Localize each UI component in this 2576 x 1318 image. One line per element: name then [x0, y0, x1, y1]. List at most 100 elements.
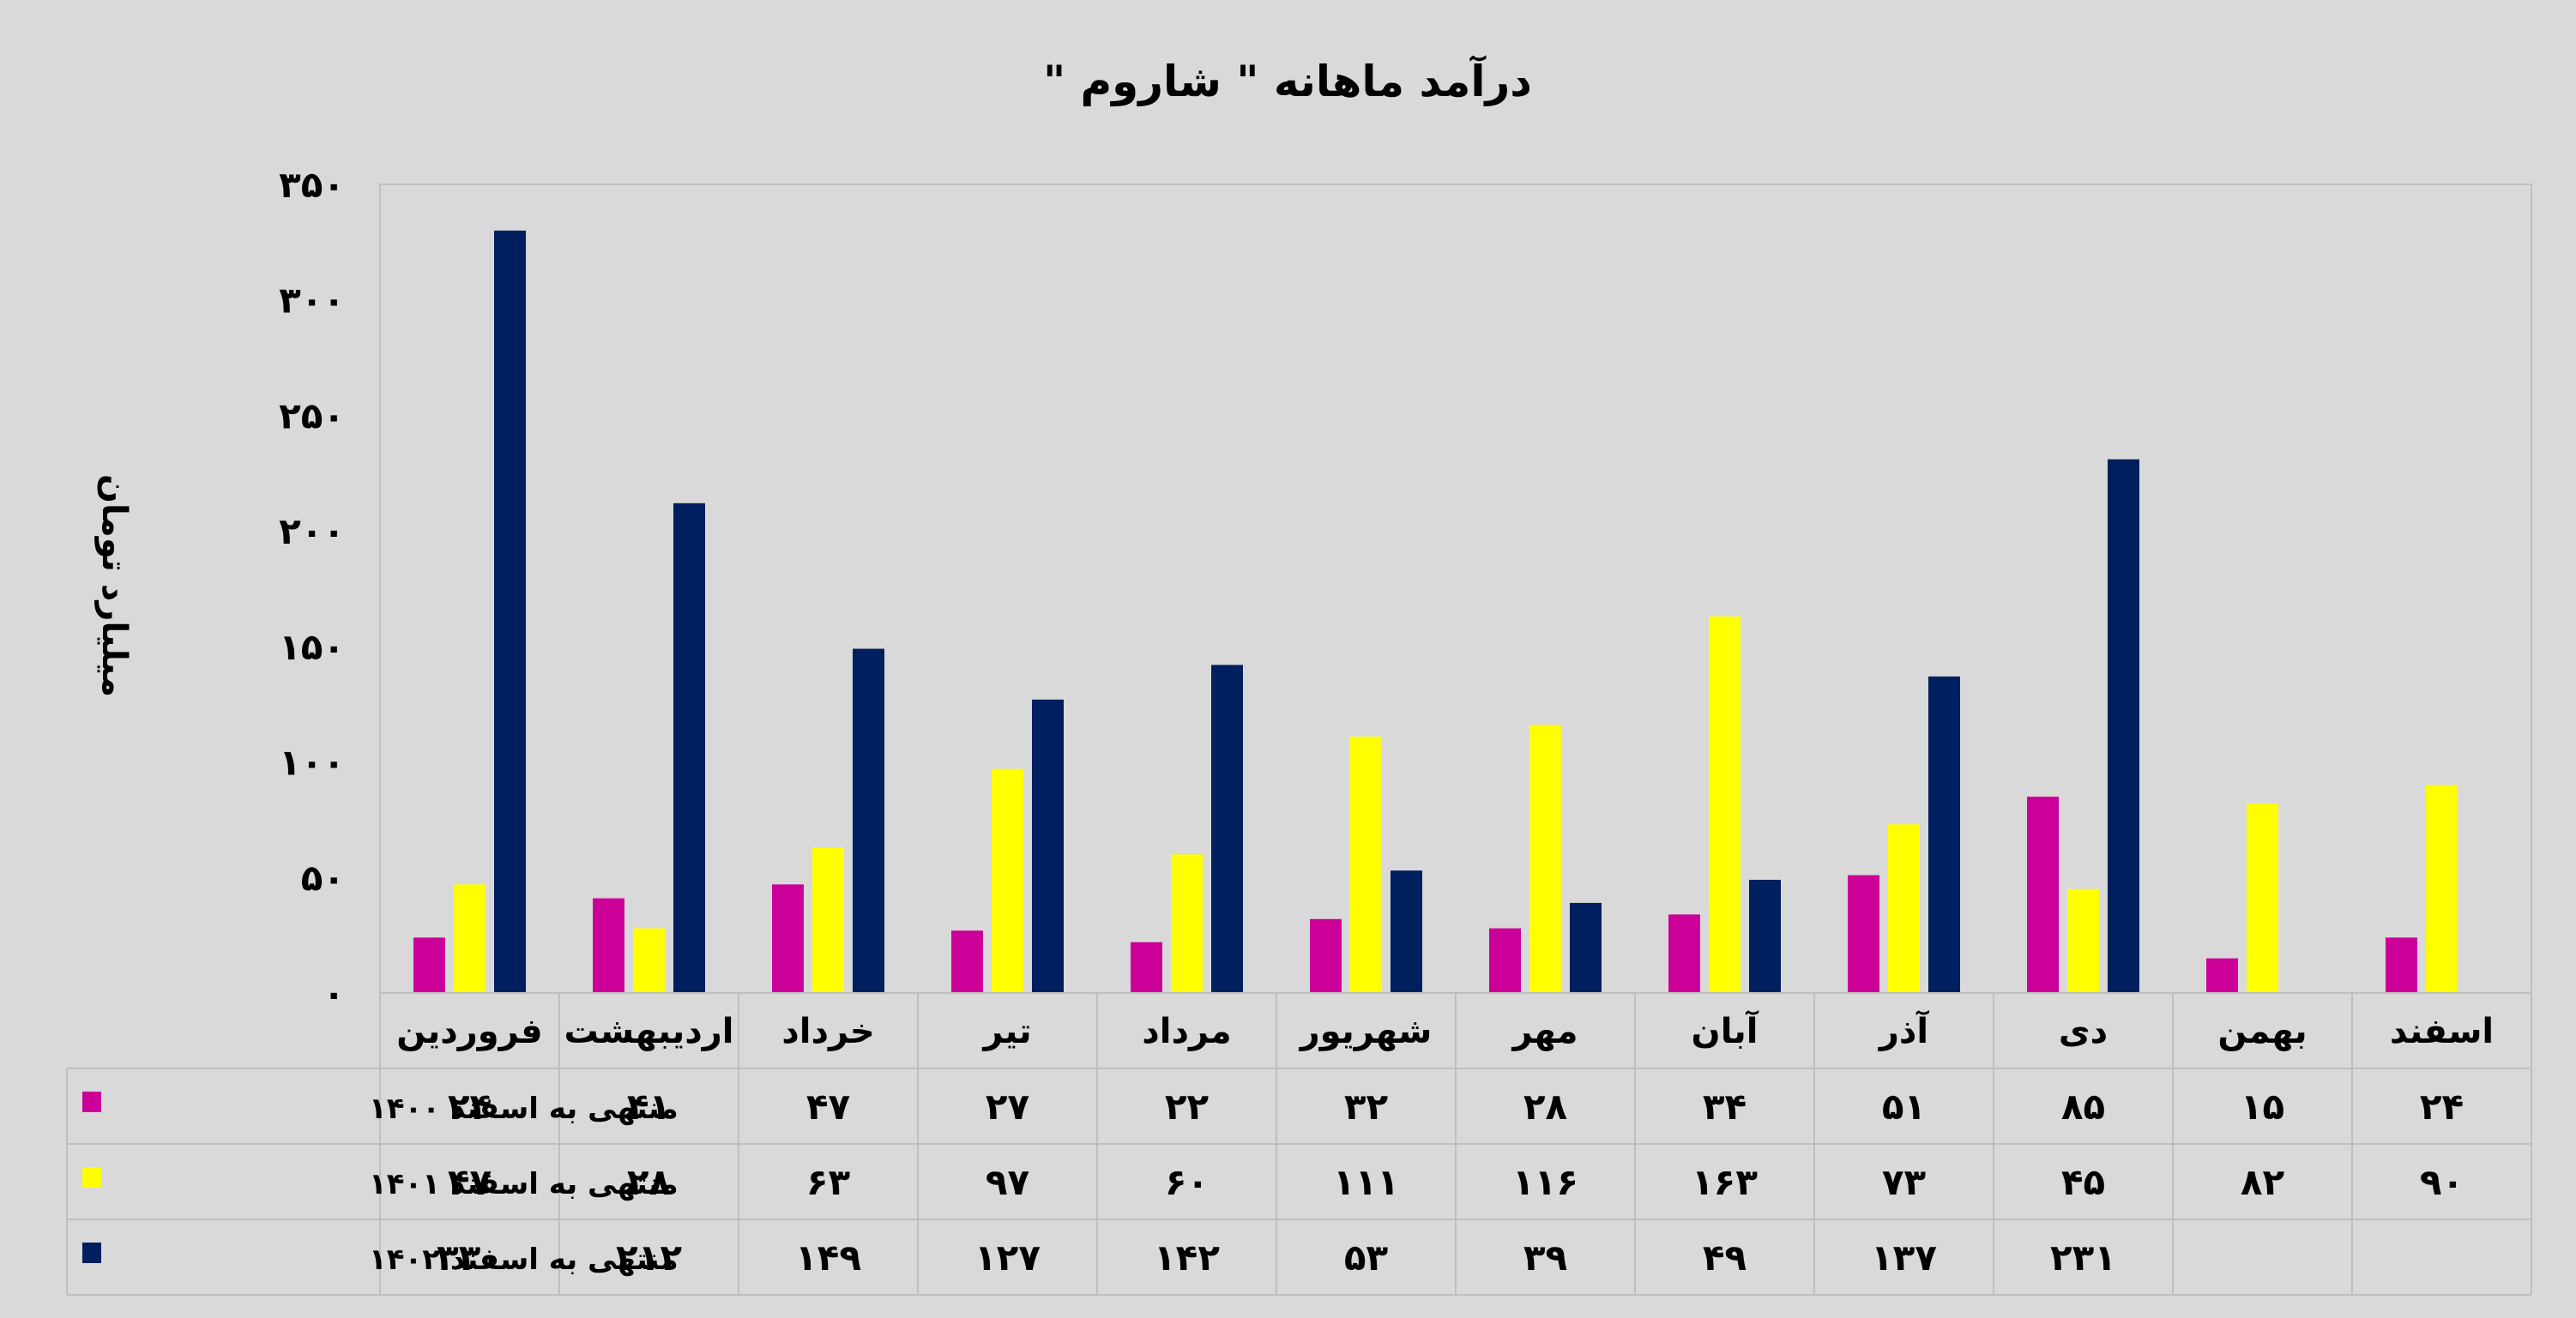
category-label: فروردین [396, 1012, 543, 1051]
data-label: ۴۷ [448, 1161, 492, 1203]
y-axis-label: میلیارد تومان [94, 474, 134, 697]
legend-swatch [82, 1092, 101, 1112]
data-label: ۲۸ [627, 1161, 672, 1203]
bar [853, 648, 884, 993]
bar [1888, 824, 1920, 993]
bar [1489, 928, 1521, 993]
category-label: خرداد [781, 1012, 874, 1051]
category-label: آبان [1692, 1009, 1759, 1051]
bar [413, 937, 445, 993]
y-tick-label: ۱۰۰ [279, 742, 345, 784]
legend-swatch [82, 1243, 101, 1263]
data-label: ۱۱۶ [1512, 1161, 1578, 1203]
bar [1310, 918, 1342, 993]
bar [494, 230, 526, 993]
category-label: بهمن [2217, 1012, 2307, 1051]
legend-swatch [82, 1167, 101, 1188]
data-label: ۲۴ [448, 1086, 492, 1128]
bar [1391, 870, 1422, 993]
bar [1171, 854, 1203, 993]
bar [2108, 459, 2139, 993]
data-label: ۳۹ [1523, 1237, 1567, 1279]
bar [633, 928, 665, 993]
data-label: ۹۷ [986, 1161, 1030, 1203]
category-label: مرداد [1142, 1012, 1231, 1051]
data-label: ۲۴ [2420, 1086, 2464, 1128]
data-label: ۱۱۱ [1333, 1161, 1399, 1203]
bar [2027, 796, 2059, 993]
data-label: ۴۹ [1703, 1237, 1746, 1279]
bar [1529, 725, 1561, 993]
bar [2426, 785, 2458, 993]
data-label: ۸۲ [2241, 1161, 2285, 1203]
bar [1668, 914, 1700, 993]
bar [2386, 937, 2417, 993]
bar [951, 930, 983, 993]
bar [772, 884, 804, 993]
bar [1350, 736, 1382, 993]
data-label: ۵۳ [1344, 1237, 1389, 1279]
data-label: ۴۵ [2061, 1161, 2105, 1203]
bar [673, 503, 705, 993]
y-tick-label: ۳۵۰ [279, 164, 345, 206]
bar [1211, 665, 1243, 993]
bar [593, 898, 624, 993]
category-label: دی [2059, 1012, 2108, 1051]
bar [2206, 958, 2238, 993]
bar [1749, 879, 1781, 993]
data-label: ۴۱ [627, 1086, 671, 1128]
category-label: تیر [981, 1012, 1031, 1051]
bar [2247, 803, 2278, 993]
data-label: ۳۴ [1703, 1086, 1746, 1128]
data-label: ۱۴۹ [795, 1237, 861, 1279]
y-tick-label: ۲۰۰ [279, 510, 345, 552]
y-tick-label: ۳۰۰ [279, 280, 345, 322]
data-label: ۶۳ [806, 1161, 851, 1203]
category-label: شهریور [1299, 1012, 1433, 1051]
legend-label: منتهی به اسفند ۱۴۰۰ [369, 1092, 679, 1126]
data-label: ۱۵ [2241, 1086, 2284, 1128]
data-label: ۳۲ [1344, 1086, 1389, 1128]
bar [1032, 699, 1064, 993]
bar [454, 884, 486, 993]
bar [992, 768, 1023, 993]
bar [1928, 676, 1960, 993]
legend-label: منتهی به اسفند ۱۴۰۱ [369, 1167, 679, 1201]
category-label: مهر [1511, 1012, 1578, 1051]
data-label: ۷۳ [1882, 1161, 1927, 1203]
data-label: ۴۷ [806, 1086, 851, 1128]
data-label: ۸۵ [2061, 1086, 2105, 1128]
bar [812, 847, 844, 993]
data-label: ۲۲ [1165, 1086, 1210, 1128]
category-label: اسفند [2390, 1012, 2494, 1051]
data-label: ۳۳۰ [437, 1237, 503, 1279]
y-tick-label: ۱۵۰ [279, 626, 345, 668]
legend-label: منتهی به اسفند ۱۴۰۲ [369, 1243, 679, 1277]
data-label: ۶۰ [1165, 1161, 1209, 1203]
category-label: اردیبهشت [564, 1012, 733, 1051]
data-label: ۱۶۳ [1692, 1161, 1758, 1203]
data-label: ۱۳۷ [1871, 1237, 1937, 1279]
data-label: ۹۰ [2420, 1161, 2464, 1203]
bar [1848, 875, 1879, 993]
y-tick-label: ۲۵۰ [279, 394, 345, 436]
data-label: ۲۷ [986, 1086, 1030, 1128]
plot-area: ۰ ۵۰ ۱۰۰ ۱۵۰ ۲۰۰ ۲۵۰ ۳۰۰ ۳۵۰ [279, 164, 2532, 1014]
bar [1570, 902, 1602, 993]
data-label: ۱۴۲ [1154, 1237, 1220, 1279]
data-label: ۲۸ [1523, 1086, 1568, 1128]
bar [1131, 942, 1162, 993]
data-label: ۲۱۲ [616, 1237, 682, 1279]
category-label: آذر [1878, 1009, 1930, 1051]
bar [1709, 616, 1740, 993]
y-tick-label: ۵۰ [301, 857, 345, 899]
data-label: ۲۳۱ [2050, 1237, 2116, 1279]
data-label: ۵۱ [1882, 1086, 1926, 1128]
bar [2067, 888, 2099, 993]
data-table: فروردین اردیبهشت خرداد تیر مرداد شهریور مهر آبا… [66, 992, 2532, 1296]
data-label: ۱۲۷ [974, 1237, 1041, 1279]
y-tick-label: ۰ [323, 972, 345, 1014]
